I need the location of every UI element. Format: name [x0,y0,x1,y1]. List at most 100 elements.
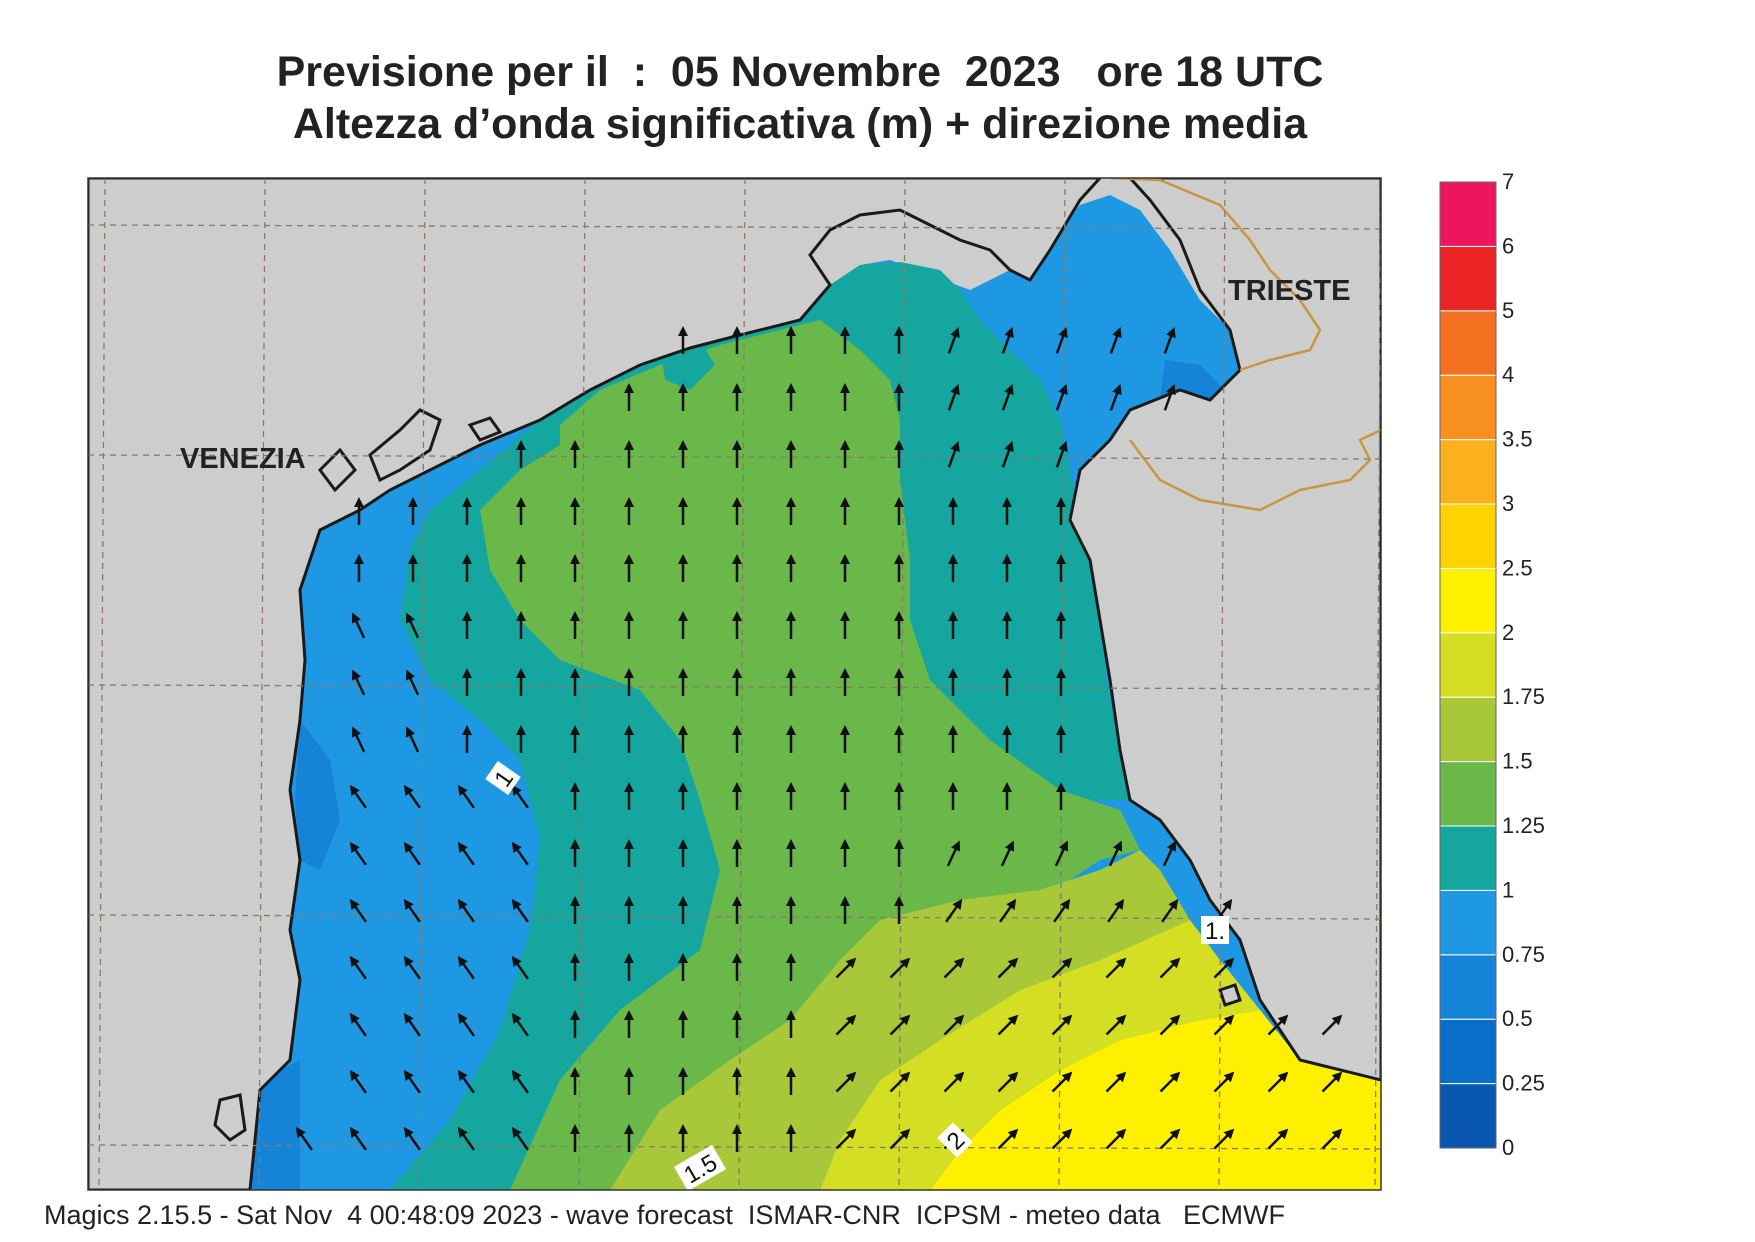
wave-direction-arrow [946,840,961,867]
wave-direction-arrow [997,957,1019,979]
wave-direction-arrow [1162,840,1177,867]
wave-direction-arrow [894,554,904,582]
wave-direction-arrow [1001,326,1014,354]
wave-direction-arrow [354,497,364,525]
sea-zone-1.5-1.75 [610,850,1190,1190]
wave-direction-arrow [1109,383,1122,411]
colorbar-band [1439,1018,1497,1085]
wave-direction-arrow [945,898,963,923]
wave-direction-arrow [1055,326,1068,354]
wave-direction-arrow [1109,326,1122,354]
wave-direction-arrow [570,953,580,981]
wave-direction-arrow [516,497,526,525]
wave-direction-arrow [349,784,367,809]
wave-direction-arrow [678,611,688,639]
colorbar-tick-label: 1.75 [1502,684,1545,709]
wave-direction-arrow [889,957,911,979]
wave-direction-arrow [840,611,850,639]
wave-direction-arrow [349,1069,367,1094]
wave-direction-arrow [570,725,580,753]
wave-direction-arrow [840,782,850,810]
wave-direction-arrow [1056,497,1066,525]
wave-direction-arrow [408,554,418,582]
footer-credits: Magics 2.15.5 - Sat Nov 4 00:48:09 2023 … [44,1200,1285,1230]
colorbar-band [1439,567,1497,634]
wave-direction-arrow [894,725,904,753]
wave-direction-arrow [349,1012,367,1037]
wave-direction-arrow [570,1124,580,1152]
wave-direction-arrow [835,1014,857,1036]
wave-direction-arrow [1002,497,1012,525]
wave-direction-arrow [457,784,475,809]
grid-meridian [578,177,586,1191]
colorbar-tick-label: 2 [1502,620,1514,645]
city-label-trieste: TRIESTE [1228,275,1350,307]
wave-direction-arrow [840,839,850,867]
wave-direction-arrow [1056,782,1066,810]
wave-direction-arrow [786,782,796,810]
wave-direction-arrow [840,725,850,753]
wave-direction-arrow [1161,898,1179,923]
wave-direction-arrow [943,1014,965,1036]
wave-direction-arrow [403,1069,421,1094]
wave-direction-arrow [624,497,634,525]
wave-direction-arrow [678,554,688,582]
wave-direction-arrow [511,784,529,809]
wave-direction-arrow [786,497,796,525]
map-area [88,178,1381,1190]
wave-direction-arrow [732,383,742,411]
wave-direction-arrow [678,725,688,753]
wave-direction-arrow [349,1126,367,1151]
land-east-coast [1068,178,1381,1082]
national-border [1109,178,1381,512]
wave-direction-arrow [894,383,904,411]
wave-direction-arrow [732,1067,742,1095]
wave-direction-arrow [947,440,960,468]
wave-direction-arrow [1054,840,1069,867]
colorbar-band [1439,503,1497,569]
wave-direction-arrow [624,554,634,582]
wave-direction-arrow [840,896,850,924]
wave-direction-arrow [732,953,742,981]
wave-direction-arrow [732,326,742,354]
colorbar-band [1439,439,1497,505]
colorbar-band [1439,181,1497,247]
wave-direction-arrow [349,955,367,980]
wave-direction-arrow [678,896,688,924]
wave-direction-arrow [840,383,850,411]
wave-direction-arrow [511,898,529,923]
wave-direction-arrow [1001,383,1014,411]
wave-direction-arrow [462,668,472,696]
colorbar-tick-label: 2.5 [1502,555,1533,580]
colorbar-band [1439,310,1497,376]
wave-direction-arrow [678,440,688,468]
wave-direction-arrow [1002,611,1012,639]
wave-direction-arrow [786,383,796,411]
lagoon-islands [318,408,503,493]
wave-direction-arrow [570,611,580,639]
wave-direction-arrow [408,497,418,525]
colorbar-band [1439,761,1497,827]
wave-direction-arrow [1107,898,1125,923]
wave-direction-arrow [624,953,634,981]
colorbar-tick-label: 1 [1502,877,1514,902]
wave-direction-arrow [624,782,634,810]
wave-direction-arrow [732,554,742,582]
wave-direction-arrow [624,896,634,924]
wave-direction-arrow [403,1012,421,1037]
colorbar-band [1439,954,1497,1020]
wave-direction-arrow [786,896,796,924]
contour-label-east: 1. [1201,916,1229,945]
wave-direction-arrow [457,841,475,866]
wave-direction-arrow [511,955,529,980]
colorbar-tick-label: 0.75 [1502,942,1545,967]
grid-meridian [1374,177,1382,1191]
wave-direction-arrow [570,554,580,582]
colorbar-band [1439,632,1497,698]
grid-meridian [1218,177,1226,1191]
map-frame [87,177,1382,1191]
wave-direction-arrow [403,955,421,980]
wave-direction-arrow [511,1069,529,1094]
wave-direction-arrow [894,440,904,468]
wave-direction-arrow [732,839,742,867]
